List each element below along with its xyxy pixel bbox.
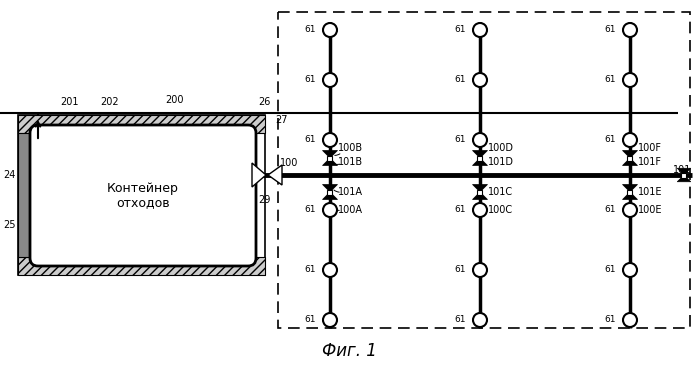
Circle shape — [323, 73, 337, 87]
Polygon shape — [473, 151, 487, 158]
Text: 100E: 100E — [638, 205, 663, 215]
Polygon shape — [677, 175, 691, 182]
Bar — [328, 190, 333, 194]
Text: 26: 26 — [258, 97, 271, 107]
Text: 61: 61 — [305, 315, 316, 324]
Circle shape — [323, 313, 337, 327]
Bar — [628, 155, 633, 161]
Text: 100: 100 — [280, 158, 298, 168]
Polygon shape — [322, 151, 338, 158]
Text: 101: 101 — [673, 165, 691, 175]
Text: 61: 61 — [454, 75, 466, 83]
Circle shape — [473, 73, 487, 87]
Text: 61: 61 — [605, 75, 616, 83]
Text: 24: 24 — [3, 170, 15, 180]
Bar — [18, 115, 265, 133]
Circle shape — [623, 73, 637, 87]
Text: 61: 61 — [605, 315, 616, 324]
Text: 61: 61 — [454, 265, 466, 273]
Circle shape — [473, 203, 487, 217]
Circle shape — [473, 313, 487, 327]
Polygon shape — [473, 192, 487, 200]
Polygon shape — [322, 184, 338, 192]
Polygon shape — [623, 158, 637, 165]
Bar — [278, 12, 690, 328]
Circle shape — [623, 133, 637, 147]
Bar — [18, 133, 32, 257]
Text: 61: 61 — [605, 265, 616, 273]
Polygon shape — [252, 163, 266, 187]
Text: 201: 201 — [60, 97, 78, 107]
Text: 61: 61 — [454, 24, 466, 33]
Polygon shape — [623, 184, 637, 192]
Polygon shape — [677, 168, 691, 175]
Text: 61: 61 — [305, 75, 316, 83]
Bar — [18, 115, 265, 275]
Text: 61: 61 — [305, 135, 316, 144]
Text: 61: 61 — [305, 24, 316, 33]
Polygon shape — [268, 165, 282, 185]
Bar — [477, 155, 482, 161]
Bar — [328, 155, 333, 161]
Bar — [477, 190, 482, 194]
Text: 200: 200 — [165, 95, 184, 105]
Circle shape — [323, 263, 337, 277]
Circle shape — [323, 23, 337, 37]
Text: 101E: 101E — [638, 187, 663, 197]
Text: 61: 61 — [454, 204, 466, 213]
Text: Контейнер
отходов: Контейнер отходов — [107, 181, 179, 210]
Text: 100B: 100B — [338, 143, 363, 153]
Polygon shape — [473, 158, 487, 165]
Text: 61: 61 — [305, 204, 316, 213]
Text: 25: 25 — [3, 220, 15, 230]
Text: 61: 61 — [454, 135, 466, 144]
Text: Фиг. 1: Фиг. 1 — [322, 342, 377, 360]
Text: 100D: 100D — [488, 143, 514, 153]
Text: 100F: 100F — [638, 143, 662, 153]
Text: 101F: 101F — [638, 157, 662, 167]
Text: 100A: 100A — [338, 205, 363, 215]
Text: 101D: 101D — [488, 157, 514, 167]
FancyBboxPatch shape — [30, 125, 256, 266]
Text: 101A: 101A — [338, 187, 363, 197]
Text: 61: 61 — [605, 135, 616, 144]
Text: 61: 61 — [605, 204, 616, 213]
Text: 61: 61 — [454, 315, 466, 324]
Polygon shape — [623, 151, 637, 158]
Text: 202: 202 — [100, 97, 119, 107]
Bar — [682, 173, 686, 177]
Text: 61: 61 — [305, 265, 316, 273]
Circle shape — [473, 23, 487, 37]
Circle shape — [623, 313, 637, 327]
Text: 101C: 101C — [488, 187, 513, 197]
Circle shape — [473, 263, 487, 277]
Text: 27: 27 — [275, 115, 287, 125]
Text: 61: 61 — [605, 24, 616, 33]
Circle shape — [623, 203, 637, 217]
Text: 101B: 101B — [338, 157, 363, 167]
Circle shape — [623, 263, 637, 277]
Bar — [18, 257, 265, 275]
Circle shape — [623, 23, 637, 37]
Polygon shape — [473, 184, 487, 192]
Text: 100C: 100C — [488, 205, 513, 215]
Circle shape — [323, 203, 337, 217]
Circle shape — [323, 133, 337, 147]
Circle shape — [473, 133, 487, 147]
Polygon shape — [322, 158, 338, 165]
Polygon shape — [322, 192, 338, 200]
Bar — [628, 190, 633, 194]
Polygon shape — [623, 192, 637, 200]
Text: 29: 29 — [258, 195, 271, 205]
